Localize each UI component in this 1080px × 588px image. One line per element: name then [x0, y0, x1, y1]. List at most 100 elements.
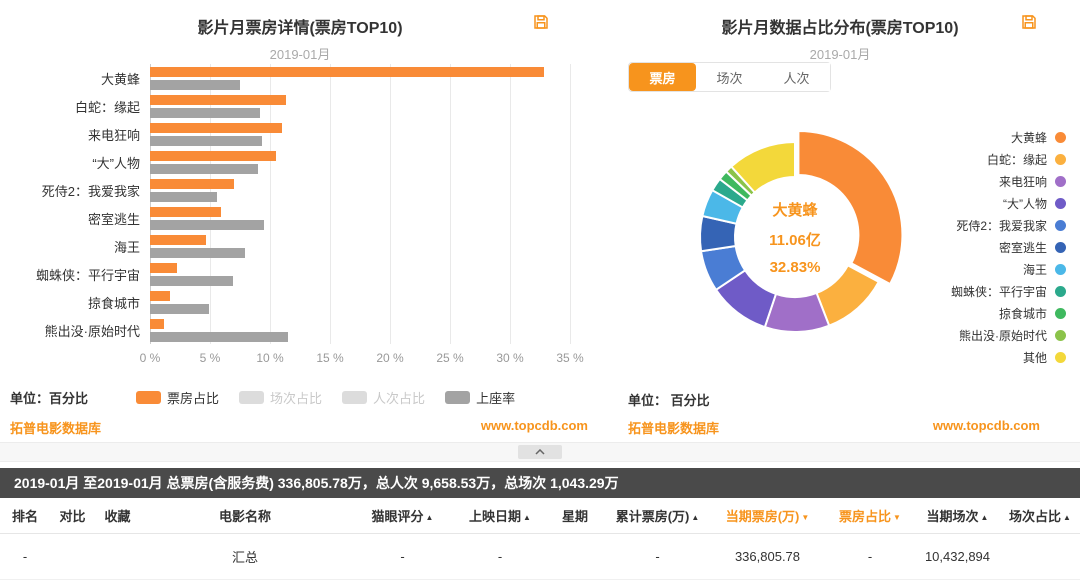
- x-tick-label: 20 %: [376, 351, 404, 365]
- pie-legend-label: 蜘蛛侠：平行宇宙: [950, 285, 1047, 299]
- pie-legend-item-密室逃生[interactable]: 密室逃生: [951, 241, 1066, 255]
- column-header-猫眼评分[interactable]: 猫眼评分 ▲: [350, 506, 455, 525]
- save-icon[interactable]: [532, 13, 550, 31]
- tab-票房[interactable]: 票房: [629, 63, 696, 91]
- legend-label: 场次占比: [270, 391, 323, 406]
- sort-desc-icon: ▼: [801, 513, 810, 522]
- legend-item-场次占比[interactable]: 场次占比: [239, 388, 322, 407]
- bar-chart-legend: 票房占比 场次占比 人次占比 上座率: [136, 388, 515, 407]
- bar-上座率[interactable]: [150, 219, 264, 230]
- column-header-累计票房(万)[interactable]: 累计票房(万) ▲: [605, 506, 710, 525]
- legend-item-上座率[interactable]: 上座率: [445, 388, 515, 407]
- collapse-strip: [0, 442, 1080, 462]
- source-link[interactable]: 拓普电影数据库: [628, 421, 720, 436]
- bar-上座率[interactable]: [150, 79, 240, 90]
- pie-legend-item-死侍2：我爱我家[interactable]: 死侍2：我爱我家: [951, 219, 1066, 233]
- pie-legend-label: 掠食城市: [998, 307, 1047, 321]
- column-header-星期[interactable]: 星期: [545, 506, 605, 525]
- charts-section: 影片月票房详情(票房TOP10) 2019-01月 大黄蜂 白蛇：缘起 来电狂响 “大…: [10, 13, 1066, 437]
- sort-asc-icon: ▲: [523, 513, 531, 522]
- x-tick-label: 25 %: [436, 351, 464, 365]
- pie-legend-dot-icon: [1055, 132, 1066, 143]
- bar-row: 死侍2：我爱我家: [10, 176, 590, 204]
- bar-上座率[interactable]: [150, 331, 288, 342]
- legend-item-人次占比[interactable]: 人次占比: [342, 388, 425, 407]
- bar-上座率[interactable]: [150, 275, 233, 286]
- pie-legend-label: 大黄蜂: [1010, 131, 1047, 145]
- bar-上座率[interactable]: [150, 303, 209, 314]
- tab-场次[interactable]: 场次: [696, 63, 763, 91]
- bar-group: [150, 290, 570, 314]
- pie-legend-label: 海王: [1022, 263, 1047, 277]
- column-header-场次占比[interactable]: 场次占比 ▲: [1000, 506, 1080, 525]
- bar-票房占比[interactable]: [150, 234, 206, 245]
- legend-item-票房占比[interactable]: 票房占比: [136, 388, 219, 407]
- column-header-收藏[interactable]: 收藏: [95, 506, 140, 525]
- bar-上座率[interactable]: [150, 191, 218, 202]
- pie-legend-item-海王[interactable]: 海王: [951, 263, 1066, 277]
- pie-chart-subtitle: 2019-01月: [809, 47, 871, 62]
- bar-票房占比[interactable]: [150, 178, 234, 189]
- movie-table: 排名 对比 收藏 电影名称 猫眼评分 ▲ 上映日期 ▲ 星期 累计票房(万) ▲ 当期票房(万) ▼ 票房…: [0, 498, 1080, 580]
- pie-legend-item-白蛇：缘起[interactable]: 白蛇：缘起: [951, 153, 1066, 167]
- y-axis-line: [150, 64, 151, 344]
- bar-票房占比[interactable]: [150, 122, 282, 133]
- pie-legend-label: 其他: [1022, 351, 1047, 365]
- pie-legend-item-蜘蛛侠：平行宇宙[interactable]: 蜘蛛侠：平行宇宙: [950, 285, 1066, 299]
- bar-group: [150, 262, 570, 286]
- pie-slice-其他[interactable]: [729, 140, 796, 194]
- bar-上座率[interactable]: [150, 247, 245, 258]
- bar-group: [150, 178, 570, 202]
- table-row[interactable]: - 汇总 - - - 336,805.78 - 10,432,894: [0, 534, 1080, 580]
- column-header-排名[interactable]: 排名: [0, 506, 50, 525]
- column-header-label: 对比: [59, 509, 86, 524]
- bar-category-label: 大黄蜂: [100, 71, 140, 87]
- column-header-当期票房(万)[interactable]: 当期票房(万) ▼: [710, 506, 825, 525]
- bar-票房占比[interactable]: [150, 290, 170, 301]
- bar-category-label: 白蛇：缘起: [74, 99, 140, 115]
- pie-legend-item-大黄蜂[interactable]: 大黄蜂: [951, 131, 1066, 145]
- bar-group: [150, 94, 570, 118]
- bar-上座率[interactable]: [150, 135, 262, 146]
- pie-legend-item-“大”人物[interactable]: “大”人物: [951, 197, 1066, 211]
- column-header-电影名称[interactable]: 电影名称: [140, 506, 350, 525]
- pie-legend-item-掠食城市[interactable]: 掠食城市: [951, 307, 1066, 321]
- bar-票房占比[interactable]: [150, 66, 544, 77]
- bar-票房占比[interactable]: [150, 94, 286, 105]
- column-header-当期场次[interactable]: 当期场次 ▲: [915, 506, 1000, 525]
- x-tick-label: 15 %: [316, 351, 344, 365]
- x-tick-label: 35 %: [556, 351, 584, 365]
- column-header-票房占比[interactable]: 票房占比 ▼: [825, 506, 915, 525]
- pie-legend-dot-icon: [1055, 220, 1066, 231]
- pie-legend-item-来电狂响[interactable]: 来电狂响: [951, 175, 1066, 189]
- bar-上座率[interactable]: [150, 107, 261, 118]
- collapse-button[interactable]: [518, 445, 562, 459]
- save-icon[interactable]: [1020, 13, 1038, 31]
- legend-swatch-icon: [342, 391, 368, 404]
- pie-legend-item-其他[interactable]: 其他: [951, 351, 1066, 365]
- bar-row: 蜘蛛侠：平行宇宙: [10, 260, 590, 288]
- pie-legend-item-熊出没·原始时代[interactable]: 熊出没·原始时代: [951, 329, 1066, 343]
- bar-上座率[interactable]: [150, 163, 258, 174]
- pie-slice-大黄蜂[interactable]: [797, 129, 904, 286]
- column-header-上映日期[interactable]: 上映日期 ▲: [455, 506, 545, 525]
- bar-category-label: 来电狂响: [87, 127, 140, 143]
- bar-group: [150, 318, 570, 342]
- tab-人次[interactable]: 人次: [763, 63, 830, 91]
- bar-票房占比[interactable]: [150, 318, 165, 329]
- pie-legend-label: 熊出没·原始时代: [959, 329, 1047, 343]
- bar-票房占比[interactable]: [150, 206, 222, 217]
- bar-票房占比[interactable]: [150, 150, 276, 161]
- column-header-label: 排名: [11, 509, 38, 524]
- bar-票房占比[interactable]: [150, 262, 177, 273]
- spacer: [0, 436, 1080, 442]
- table-cell: -: [867, 549, 873, 564]
- source-link[interactable]: 拓普电影数据库: [10, 421, 102, 436]
- summary-bar: 2019-01月 至2019-01月 总票房(含服务费) 336,805.78万…: [0, 468, 1080, 498]
- sort-asc-icon: ▲: [425, 513, 434, 522]
- website-link[interactable]: www.topcdb.com: [480, 418, 588, 433]
- website-link[interactable]: www.topcdb.com: [932, 418, 1040, 433]
- pie-panel-footer: 拓普电影数据库 www.topcdb.com: [628, 418, 1040, 437]
- bar-chart-grid: [150, 64, 571, 344]
- column-header-对比[interactable]: 对比: [50, 506, 95, 525]
